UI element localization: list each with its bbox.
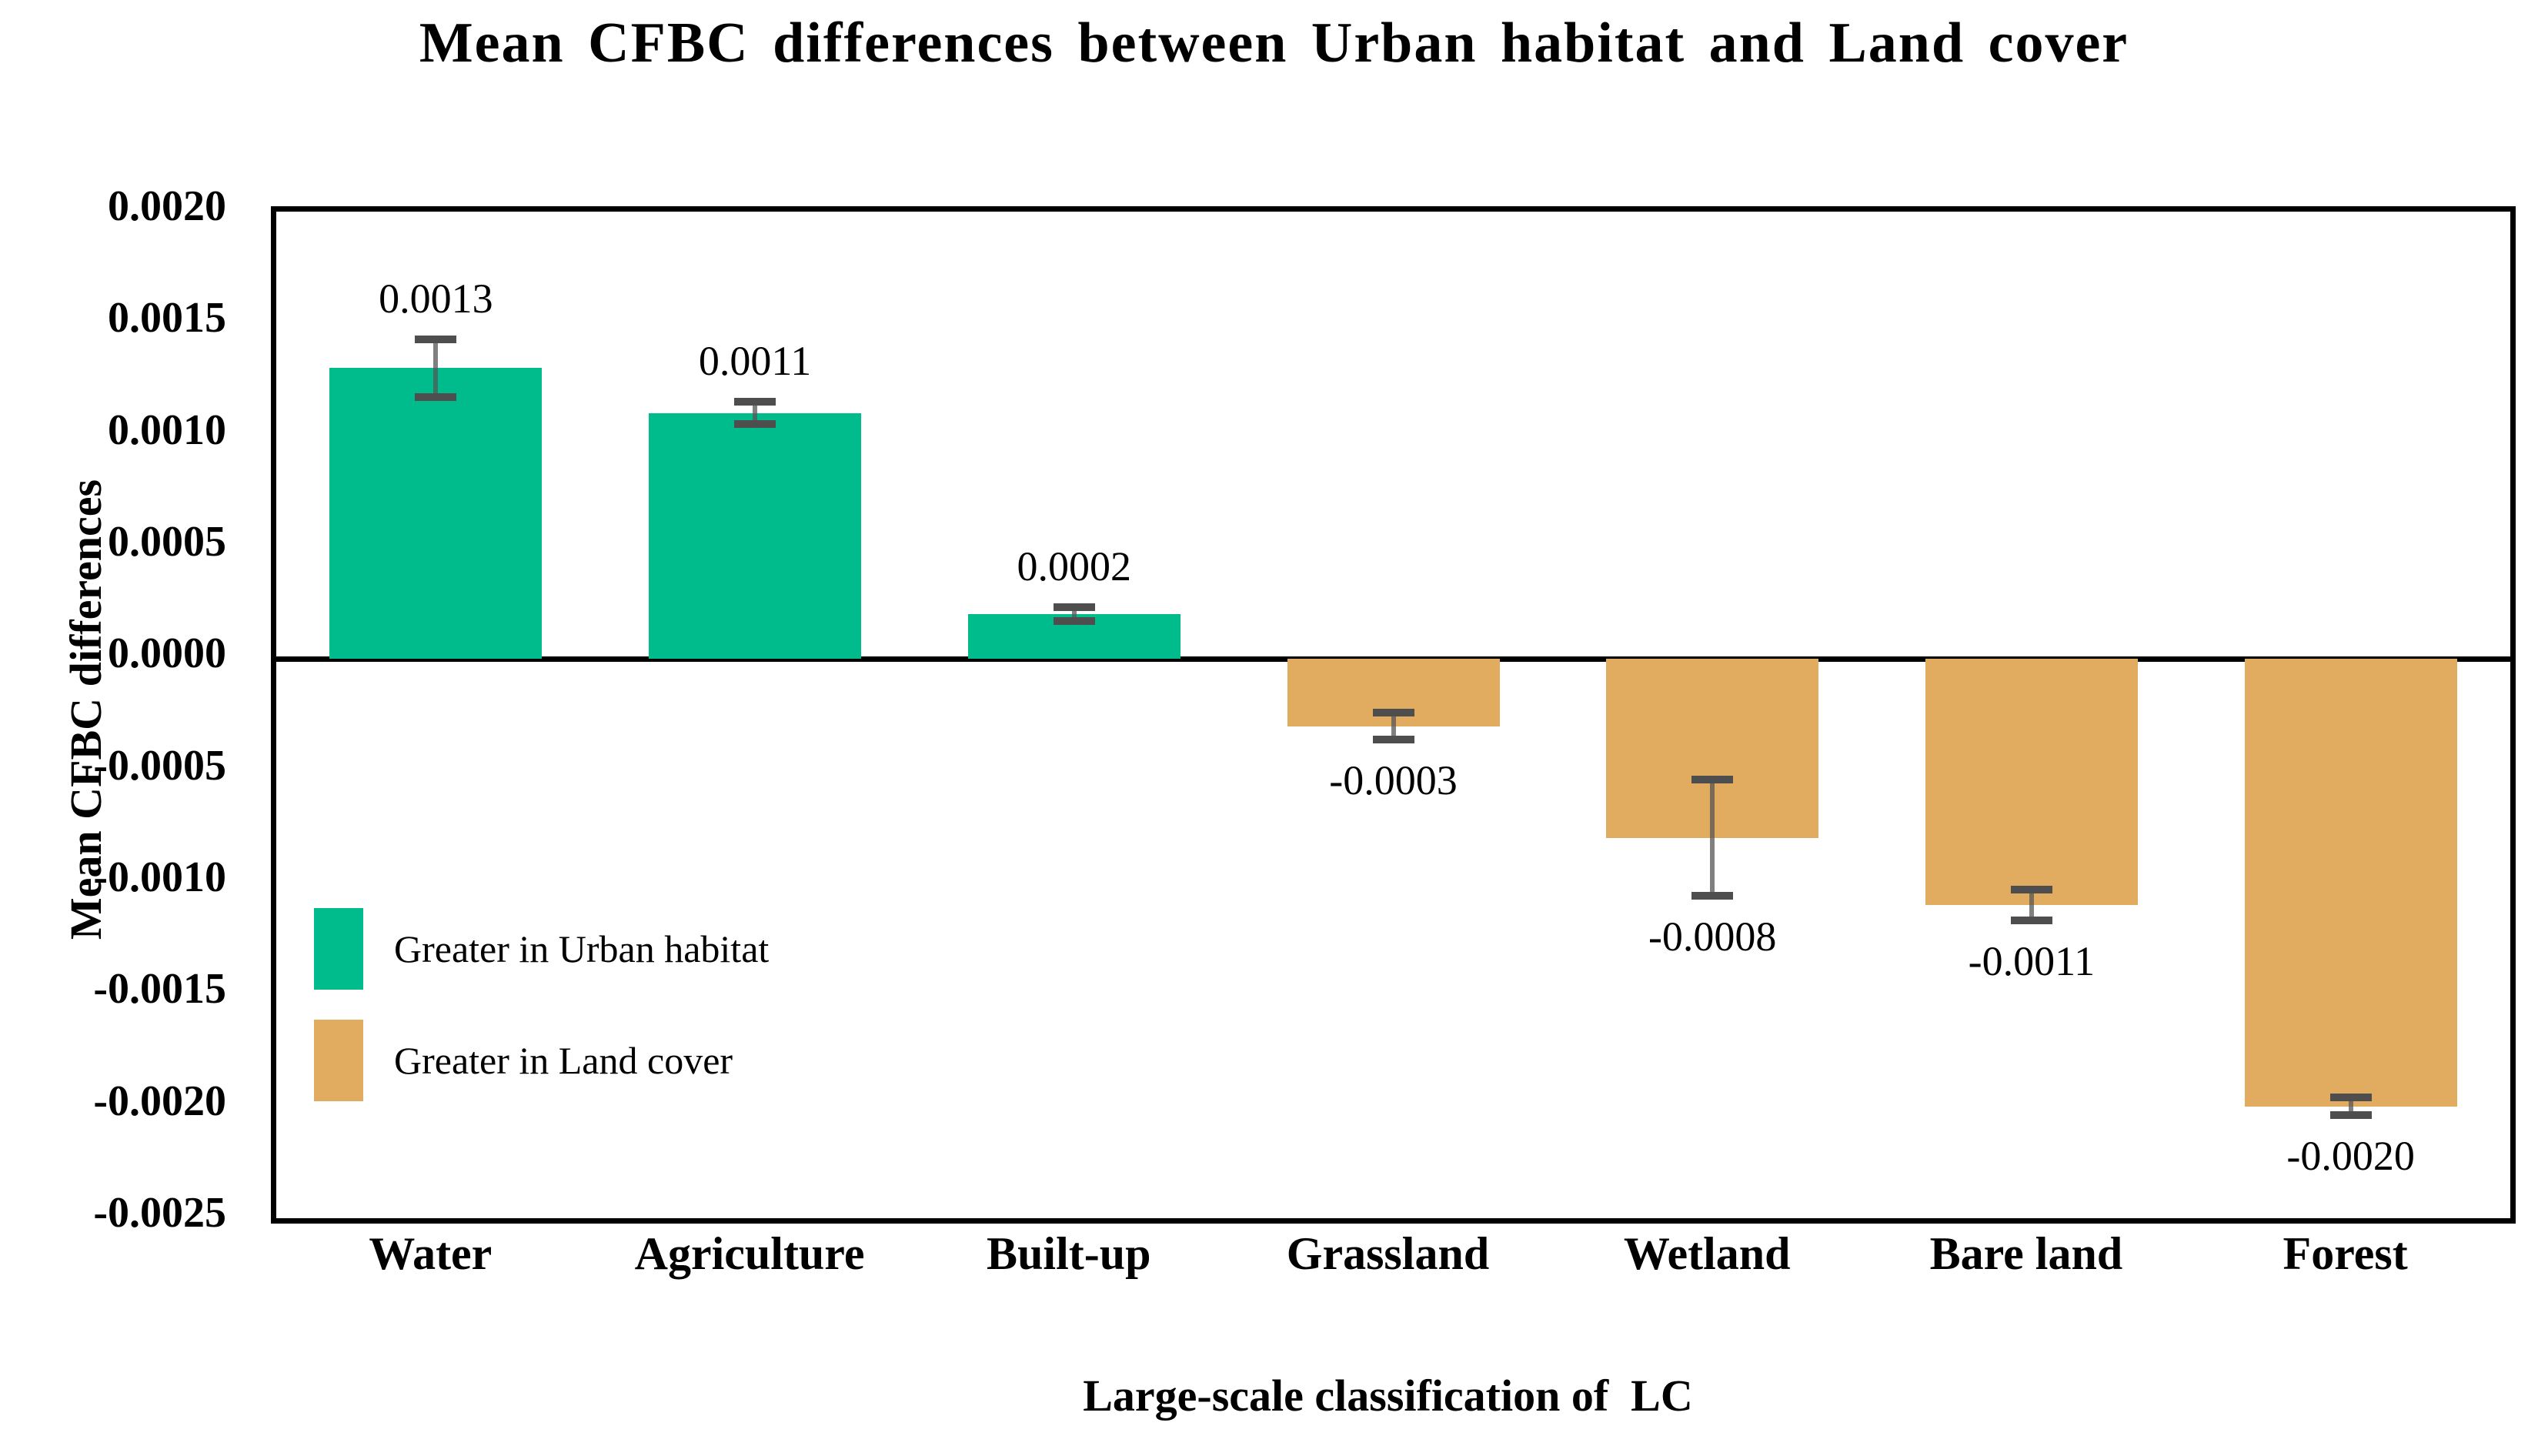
bar-value-label: -0.0008 xyxy=(1648,913,1777,960)
bar-agriculture xyxy=(649,412,862,660)
error-bar-stem xyxy=(2029,889,2034,921)
error-bar-cap-bottom xyxy=(1691,892,1734,900)
y-tick-label: -0.0015 xyxy=(93,965,226,1014)
x-tick-label-agriculture: Agriculture xyxy=(634,1228,865,1279)
error-bar-stem xyxy=(1391,713,1396,740)
y-tick-label: 0.0015 xyxy=(108,294,226,342)
x-tick-label-forest: Forest xyxy=(2283,1228,2408,1279)
bar-water xyxy=(329,368,543,660)
plot-area: 0.0013 0.0011 0.0002 -0.0003 -0.0008 -0.0011 -… xyxy=(271,206,2516,1224)
x-tick-label-built-up: Built-up xyxy=(987,1228,1151,1279)
y-tick-label: 0.0005 xyxy=(108,518,226,566)
x-tick-label-water: Water xyxy=(369,1228,493,1279)
error-bar-cap-bottom xyxy=(415,393,457,402)
y-tick-label: 0.0020 xyxy=(108,182,226,230)
x-tick-label-bare-land: Bare land xyxy=(1929,1228,2123,1279)
legend-swatch-land-cover xyxy=(314,1020,363,1101)
error-bar-cap-top xyxy=(415,335,457,343)
error-bar-cap-top xyxy=(734,398,776,406)
bar-value-label: 0.0011 xyxy=(698,338,812,385)
error-bar-cap-top xyxy=(1691,776,1734,784)
error-bar-stem xyxy=(433,339,439,398)
y-tick-label: -0.0005 xyxy=(93,741,226,790)
error-bar-cap-bottom xyxy=(734,420,776,429)
legend-label-urban-habitat: Greater in Urban habitat xyxy=(394,927,770,970)
error-bar-cap-top xyxy=(1053,603,1095,612)
error-bar-stem xyxy=(2348,1097,2353,1116)
error-bar-cap-bottom xyxy=(1372,735,1414,743)
error-bar-stem xyxy=(753,402,758,425)
y-tick-label: -0.0010 xyxy=(93,853,226,901)
y-tick-label: 0.0010 xyxy=(108,406,226,454)
error-bar-cap-top xyxy=(1372,709,1414,717)
error-bar-cap-bottom xyxy=(2010,917,2052,925)
y-tick-label: -0.0025 xyxy=(93,1189,226,1237)
bar-bare-land xyxy=(1925,659,2138,906)
bar-value-label: -0.0020 xyxy=(2286,1133,2415,1180)
y-tick-label: 0.0000 xyxy=(108,629,226,678)
error-bar-cap-top xyxy=(2010,885,2052,893)
bar-value-label: 0.0013 xyxy=(379,275,493,322)
error-bar-stem xyxy=(1071,607,1077,621)
error-bar-cap-top xyxy=(2329,1094,2372,1102)
x-tick-label-grassland: Grassland xyxy=(1286,1228,1490,1279)
error-bar-stem xyxy=(1710,780,1715,897)
x-tick-label-wetland: Wetland xyxy=(1623,1228,1791,1279)
bar-forest xyxy=(2244,659,2457,1107)
y-axis-title: Mean CFBC differences xyxy=(61,479,111,940)
bar-value-label: -0.0003 xyxy=(1329,756,1458,803)
x-axis-title: Large-scale classification of LC xyxy=(1083,1371,1693,1421)
legend-label-land-cover: Greater in Land cover xyxy=(394,1039,733,1082)
bar-value-label: -0.0011 xyxy=(1968,938,2096,985)
y-tick-label: -0.0020 xyxy=(93,1077,226,1125)
error-bar-cap-bottom xyxy=(2329,1111,2372,1120)
legend-swatch-urban-habitat xyxy=(314,908,363,990)
error-bar-cap-bottom xyxy=(1053,616,1095,625)
chart-title: Mean CFBC differences between Urban habi… xyxy=(419,12,2129,75)
bar-value-label: 0.0002 xyxy=(1017,543,1132,590)
